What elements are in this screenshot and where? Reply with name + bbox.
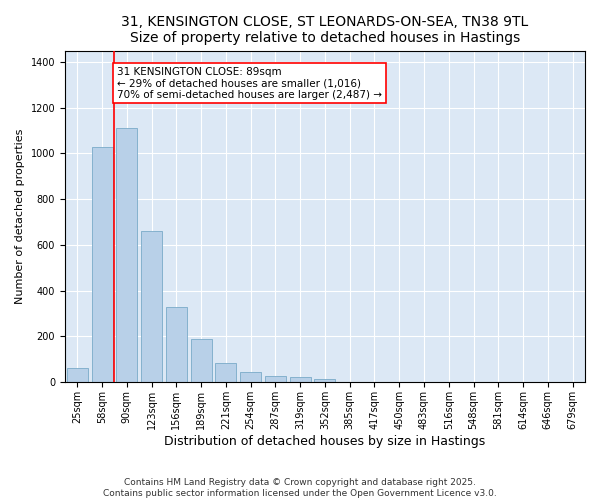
Bar [290, 378, 311, 382]
Bar [116, 128, 137, 382]
Bar [265, 376, 286, 382]
Bar [191, 338, 212, 382]
Bar [215, 362, 236, 382]
Text: Contains HM Land Registry data © Crown copyright and database right 2025.
Contai: Contains HM Land Registry data © Crown c… [103, 478, 497, 498]
Bar [240, 372, 261, 382]
Bar [314, 379, 335, 382]
Bar [92, 146, 113, 382]
Bar [166, 306, 187, 382]
X-axis label: Distribution of detached houses by size in Hastings: Distribution of detached houses by size … [164, 434, 485, 448]
Bar [141, 231, 162, 382]
Bar [67, 368, 88, 382]
Y-axis label: Number of detached properties: Number of detached properties [15, 128, 25, 304]
Text: 31 KENSINGTON CLOSE: 89sqm
← 29% of detached houses are smaller (1,016)
70% of s: 31 KENSINGTON CLOSE: 89sqm ← 29% of deta… [117, 66, 382, 100]
Title: 31, KENSINGTON CLOSE, ST LEONARDS-ON-SEA, TN38 9TL
Size of property relative to : 31, KENSINGTON CLOSE, ST LEONARDS-ON-SEA… [121, 15, 529, 45]
